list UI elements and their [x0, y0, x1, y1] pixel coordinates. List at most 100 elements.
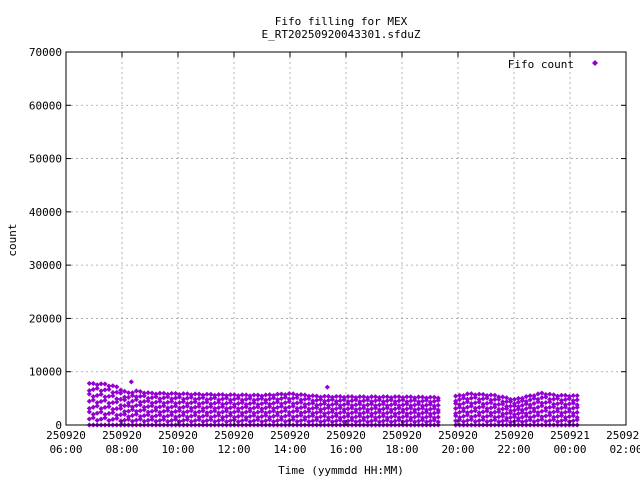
data-point — [435, 402, 441, 408]
data-point — [507, 403, 514, 409]
data-point — [380, 411, 386, 417]
data-point — [106, 383, 112, 389]
data-point — [102, 387, 108, 393]
data-point — [519, 407, 525, 413]
data-point — [341, 419, 347, 425]
data-point — [570, 392, 576, 399]
data-point — [235, 393, 241, 399]
data-point — [500, 406, 506, 412]
data-point — [129, 407, 136, 413]
data-point — [396, 415, 402, 421]
data-point — [468, 400, 474, 407]
data-point — [453, 398, 459, 404]
data-point — [90, 386, 96, 393]
data-point — [129, 392, 136, 399]
data-point — [243, 414, 249, 420]
data-point — [94, 400, 100, 406]
data-point — [204, 410, 210, 416]
data-point — [149, 408, 155, 414]
data-point — [184, 395, 190, 401]
data-point — [423, 395, 430, 401]
data-point — [267, 401, 273, 407]
data-point — [353, 407, 359, 413]
data-point — [566, 419, 572, 425]
data-point — [204, 418, 210, 424]
data-point — [165, 418, 171, 425]
data-point — [94, 392, 100, 399]
data-point — [535, 410, 541, 416]
data-point — [157, 412, 163, 418]
data-point — [98, 405, 104, 412]
data-point — [251, 405, 257, 411]
data-point — [141, 390, 147, 396]
data-point — [484, 413, 490, 419]
data-point — [476, 404, 482, 410]
data-point — [153, 407, 159, 413]
data-point — [278, 409, 285, 415]
data-point — [122, 397, 128, 403]
data-point — [519, 414, 525, 420]
data-point — [310, 410, 316, 416]
data-point — [263, 405, 269, 411]
data-point — [86, 380, 92, 387]
data-point — [114, 415, 120, 422]
data-point — [404, 394, 410, 400]
data-point — [325, 402, 332, 409]
data-point — [345, 406, 351, 412]
data-point — [110, 410, 116, 416]
grid-lines — [66, 52, 626, 425]
data-point — [227, 405, 234, 411]
data-point — [468, 414, 474, 420]
data-point — [118, 412, 124, 418]
data-point — [227, 392, 234, 398]
data-point — [310, 398, 316, 404]
data-point — [321, 418, 328, 424]
data-point — [286, 417, 292, 424]
data-point — [376, 395, 383, 401]
data-point — [345, 394, 351, 400]
data-point — [239, 392, 245, 398]
data-point — [278, 395, 285, 402]
data-point — [294, 392, 300, 398]
data-point — [125, 408, 132, 414]
data-point — [337, 415, 343, 421]
data-point — [472, 400, 478, 406]
y-tick-label: 30000 — [29, 259, 62, 272]
data-point — [169, 404, 175, 410]
data-point — [176, 408, 183, 414]
data-point — [310, 393, 316, 399]
data-point — [231, 392, 237, 398]
data-point — [496, 414, 502, 420]
data-point — [278, 414, 285, 420]
data-point — [86, 398, 92, 404]
data-point — [212, 413, 218, 419]
data-point — [270, 392, 277, 399]
data-point — [118, 396, 124, 402]
data-point — [94, 403, 100, 409]
data-point — [376, 402, 383, 408]
data-point — [306, 406, 312, 412]
data-point — [94, 417, 100, 423]
data-point — [419, 398, 426, 404]
data-point — [172, 395, 179, 401]
data-point — [306, 393, 312, 399]
data-point — [255, 396, 261, 402]
data-point — [349, 415, 355, 421]
data-point — [172, 403, 179, 409]
y-tick-label: 50000 — [29, 153, 62, 166]
data-point — [133, 388, 139, 394]
data-point — [476, 410, 482, 416]
data-point — [294, 413, 300, 419]
data-point — [519, 419, 525, 425]
data-point — [423, 407, 430, 413]
data-point — [400, 419, 406, 425]
data-point — [539, 390, 545, 396]
data-point — [220, 414, 226, 420]
data-point — [220, 396, 226, 402]
data-point — [86, 388, 92, 394]
data-point — [125, 394, 132, 400]
data-point — [368, 399, 375, 405]
data-point — [515, 415, 521, 421]
data-point — [157, 417, 163, 424]
data-point — [412, 414, 418, 420]
